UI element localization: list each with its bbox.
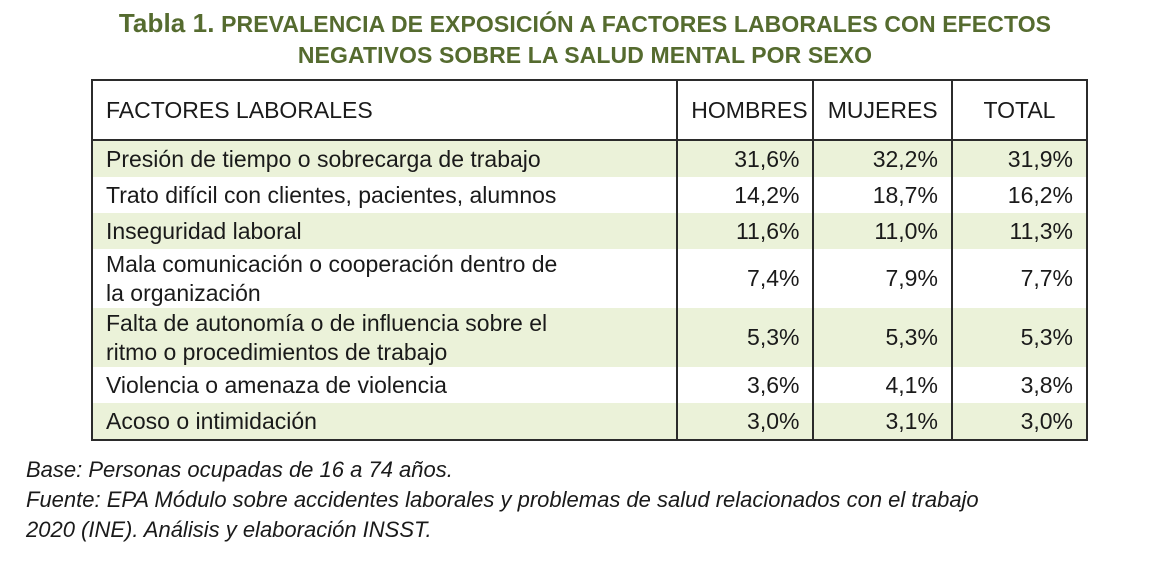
table-row: Mala comunicación o cooperación dentro d… xyxy=(90,249,1089,308)
total-cell: 16,2% xyxy=(950,177,1089,213)
total-cell: 11,3% xyxy=(950,213,1089,249)
mujeres-cell: 11,0% xyxy=(812,213,953,249)
table-title: Tabla 1. PREVALENCIA DE EXPOSICIÓN A FAC… xyxy=(0,8,1170,71)
header-mujeres: MUJERES xyxy=(812,79,953,141)
factor-text: Trato difícil con clientes, pacientes, a… xyxy=(106,181,557,208)
factor-cell: Mala comunicación o cooperación dentro d… xyxy=(90,249,679,308)
hombres-cell: 31,6% xyxy=(676,140,815,177)
header-total: TOTAL xyxy=(950,79,1089,141)
source-note-line-2: 2020 (INE). Análisis y elaboración INSST… xyxy=(26,517,432,542)
table-row: Acoso o intimidación 3,0% 3,1% 3,0% xyxy=(90,403,1089,441)
mujeres-cell: 32,2% xyxy=(812,140,953,177)
title-text-line-2: NEGATIVOS SOBRE LA SALUD MENTAL POR SEXO xyxy=(297,42,873,68)
factor-text-line: Falta de autonomía o de influencia sobre… xyxy=(106,309,548,336)
table-row: Inseguridad laboral 11,6% 11,0% 11,3% xyxy=(90,213,1089,249)
mujeres-cell: 3,1% xyxy=(812,403,953,441)
hombres-cell: 14,2% xyxy=(676,177,815,213)
factor-text-line: la organización xyxy=(106,279,261,306)
mujeres-cell: 4,1% xyxy=(812,367,953,403)
table-row: Trato difícil con clientes, pacientes, a… xyxy=(90,177,1089,213)
table-header-row: FACTORES LABORALES HOMBRES MUJERES TOTAL xyxy=(90,79,1089,141)
base-note: Base: Personas ocupadas de 16 a 74 años. xyxy=(26,457,453,482)
source-note-line-1: Fuente: EPA Módulo sobre accidentes labo… xyxy=(26,487,979,512)
total-cell: 5,3% xyxy=(950,308,1089,367)
prevalence-table: FACTORES LABORALES HOMBRES MUJERES TOTAL… xyxy=(90,79,1089,441)
total-cell: 3,8% xyxy=(950,367,1089,403)
table-notes: Base: Personas ocupadas de 16 a 74 años.… xyxy=(26,455,1166,545)
factor-text: Presión de tiempo o sobrecarga de trabaj… xyxy=(106,145,541,172)
total-cell: 3,0% xyxy=(950,403,1089,441)
hombres-cell: 5,3% xyxy=(676,308,815,367)
table-row: Falta de autonomía o de influencia sobre… xyxy=(90,308,1089,367)
factor-text: Inseguridad laboral xyxy=(106,217,302,244)
factor-cell: Presión de tiempo o sobrecarga de trabaj… xyxy=(90,140,679,177)
factor-cell: Violencia o amenaza de violencia xyxy=(90,367,679,403)
table-row: Presión de tiempo o sobrecarga de trabaj… xyxy=(90,140,1089,177)
mujeres-cell: 5,3% xyxy=(812,308,953,367)
header-factores: FACTORES LABORALES xyxy=(90,79,679,141)
factor-text: Acoso o intimidación xyxy=(106,407,317,434)
factor-cell: Inseguridad laboral xyxy=(90,213,679,249)
hombres-cell: 7,4% xyxy=(676,249,815,308)
header-hombres: HOMBRES xyxy=(676,79,815,141)
mujeres-cell: 18,7% xyxy=(812,177,953,213)
factor-cell: Falta de autonomía o de influencia sobre… xyxy=(90,308,679,367)
factor-cell: Trato difícil con clientes, pacientes, a… xyxy=(90,177,679,213)
factor-cell: Acoso o intimidación xyxy=(90,403,679,441)
title-line-1: Tabla 1. PREVALENCIA DE EXPOSICIÓN A FAC… xyxy=(0,8,1170,40)
hombres-cell: 3,6% xyxy=(676,367,815,403)
table-number: Tabla 1. xyxy=(118,8,215,38)
factor-text-line: Mala comunicación o cooperación dentro d… xyxy=(106,250,558,277)
mujeres-cell: 7,9% xyxy=(812,249,953,308)
hombres-cell: 3,0% xyxy=(676,403,815,441)
table-row: Violencia o amenaza de violencia 3,6% 4,… xyxy=(90,367,1089,403)
title-text-line-1: PREVALENCIA DE EXPOSICIÓN A FACTORES LAB… xyxy=(221,11,1052,37)
total-cell: 31,9% xyxy=(950,140,1089,177)
factor-text: Violencia o amenaza de violencia xyxy=(106,371,447,398)
total-cell: 7,7% xyxy=(950,249,1089,308)
hombres-cell: 11,6% xyxy=(676,213,815,249)
factor-text-line: ritmo o procedimientos de trabajo xyxy=(106,338,448,365)
